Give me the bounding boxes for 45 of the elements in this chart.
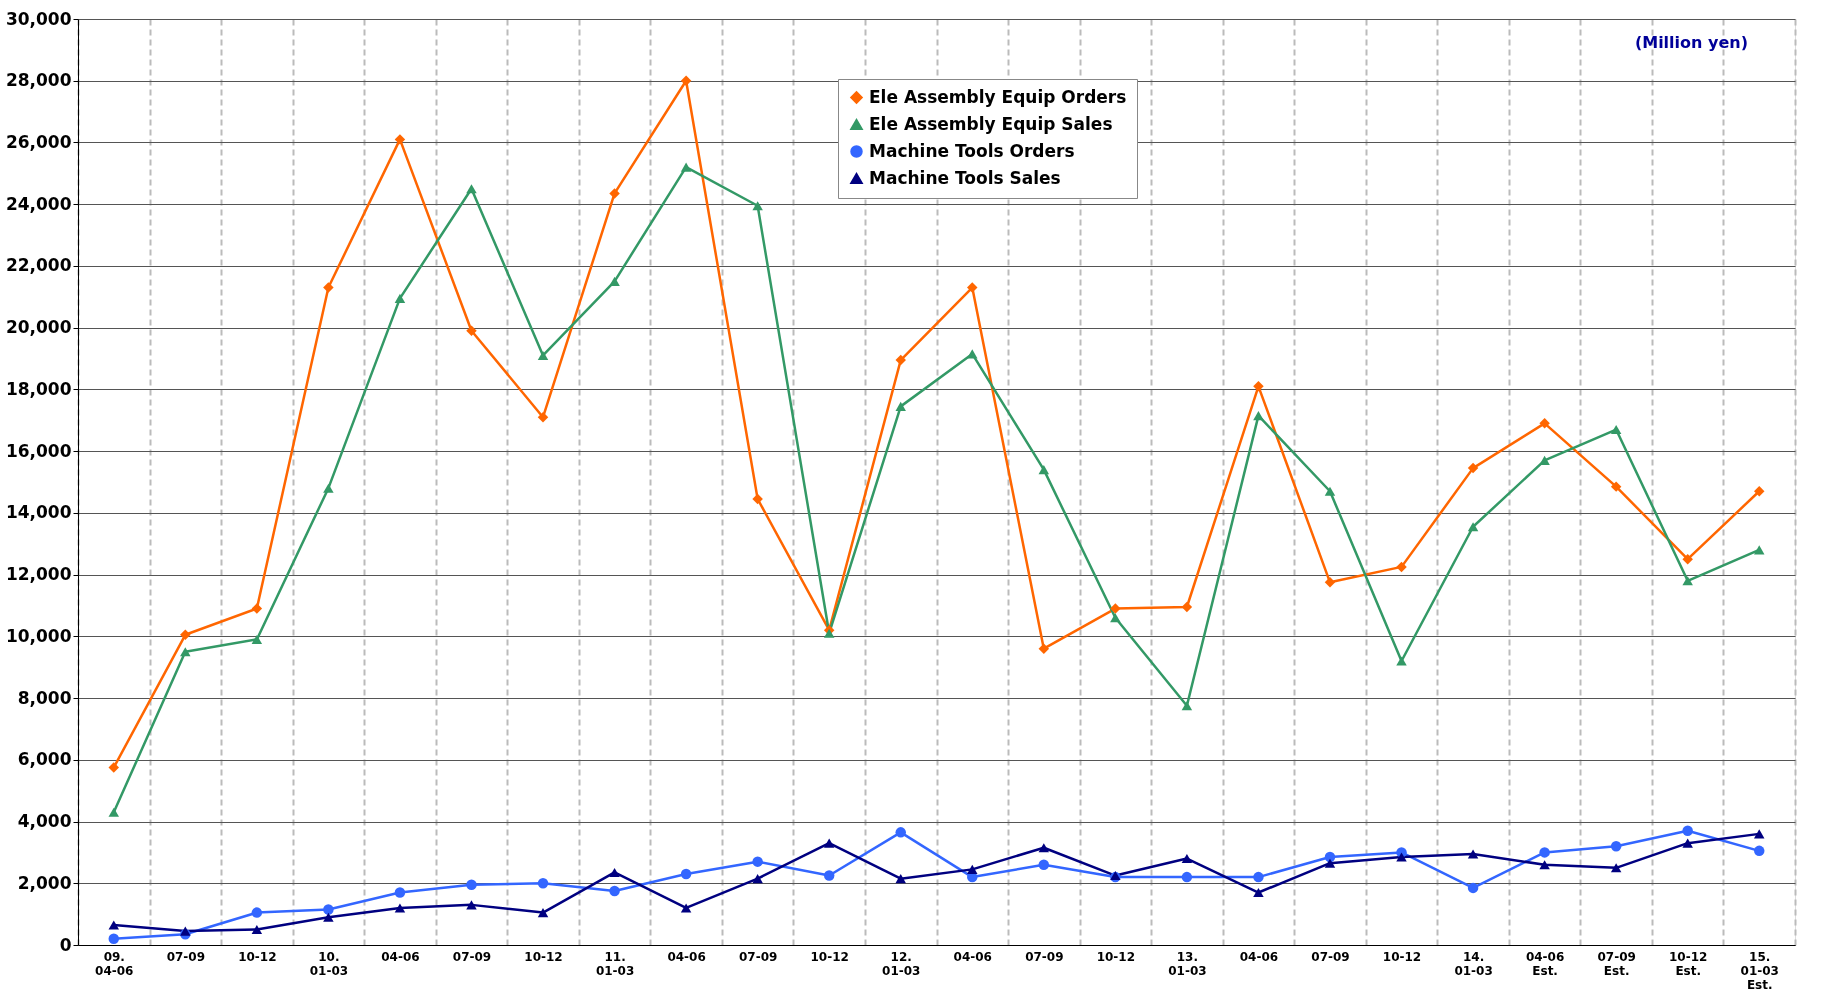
x-tick-label: 04-06 (953, 949, 992, 964)
legend-label: Machine Tools Orders (869, 140, 1075, 161)
x-tick-label: 04-06 (1239, 949, 1279, 964)
legend-label: Ele Assembly Equip Orders (869, 86, 1127, 107)
y-tick-label: 16,000 (5, 440, 72, 461)
x-tick-label: 04-06 (381, 949, 420, 964)
x-tick-label: 10-12 (810, 949, 849, 964)
y-tick-label: 0 (59, 934, 72, 955)
y-tick-label: 28,000 (5, 70, 72, 91)
y-tick-label: 26,000 (5, 131, 72, 152)
y-tick-label: 24,000 (5, 193, 72, 214)
x-tick-label: 07-09 (166, 949, 206, 964)
x-tick-label: 12. 01-03 (882, 949, 921, 978)
x-tick-label: 14. 01-03 (1454, 949, 1493, 978)
x-tick-label: 10-12 (238, 949, 277, 964)
legend-label: Machine Tools Sales (869, 167, 1061, 188)
x-tick-label: 07-09 (1311, 949, 1350, 964)
y-tick-label: 22,000 (5, 255, 72, 276)
x-tick-label: 07-09 (1025, 949, 1064, 964)
x-tick-label: 15. 01-03 Est. (1740, 949, 1779, 992)
x-tick-label: 04-06 (667, 949, 706, 964)
y-tick-label: 20,000 (5, 317, 72, 338)
y-tick-label: 8,000 (17, 687, 72, 708)
x-tick-label: 07-09 (452, 949, 492, 964)
x-tick-label: 04-06 Est. (1525, 949, 1565, 978)
x-tick-label: 10-12 Est. (1668, 949, 1708, 978)
x-tick-label: 10-12 (524, 949, 563, 964)
y-tick-label: 6,000 (17, 749, 72, 770)
x-tick-label: 07-09 Est. (1597, 949, 1636, 978)
y-tick-label: 2,000 (17, 872, 72, 893)
annotation: (Million yen) (1634, 33, 1748, 52)
x-tick-label: 11. 01-03 (595, 949, 635, 978)
x-tick-label: 13. 01-03 (1168, 949, 1207, 978)
x-tick-label: 10. 01-03 (309, 949, 349, 978)
y-tick-label: 18,000 (5, 378, 72, 399)
x-tick-label: 07-09 (738, 949, 778, 964)
y-tick-label: 12,000 (5, 564, 72, 585)
y-tick-label: 10,000 (5, 625, 72, 646)
y-tick-label: 14,000 (5, 502, 72, 523)
x-tick-label: 10-12 (1096, 949, 1136, 964)
y-tick-label: 30,000 (5, 8, 72, 29)
x-tick-label: 10-12 (1382, 949, 1422, 964)
legend-label: Ele Assembly Equip Sales (869, 113, 1113, 134)
y-tick-label: 4,000 (17, 811, 72, 832)
x-tick-label: 09. 04-06 (95, 949, 134, 978)
